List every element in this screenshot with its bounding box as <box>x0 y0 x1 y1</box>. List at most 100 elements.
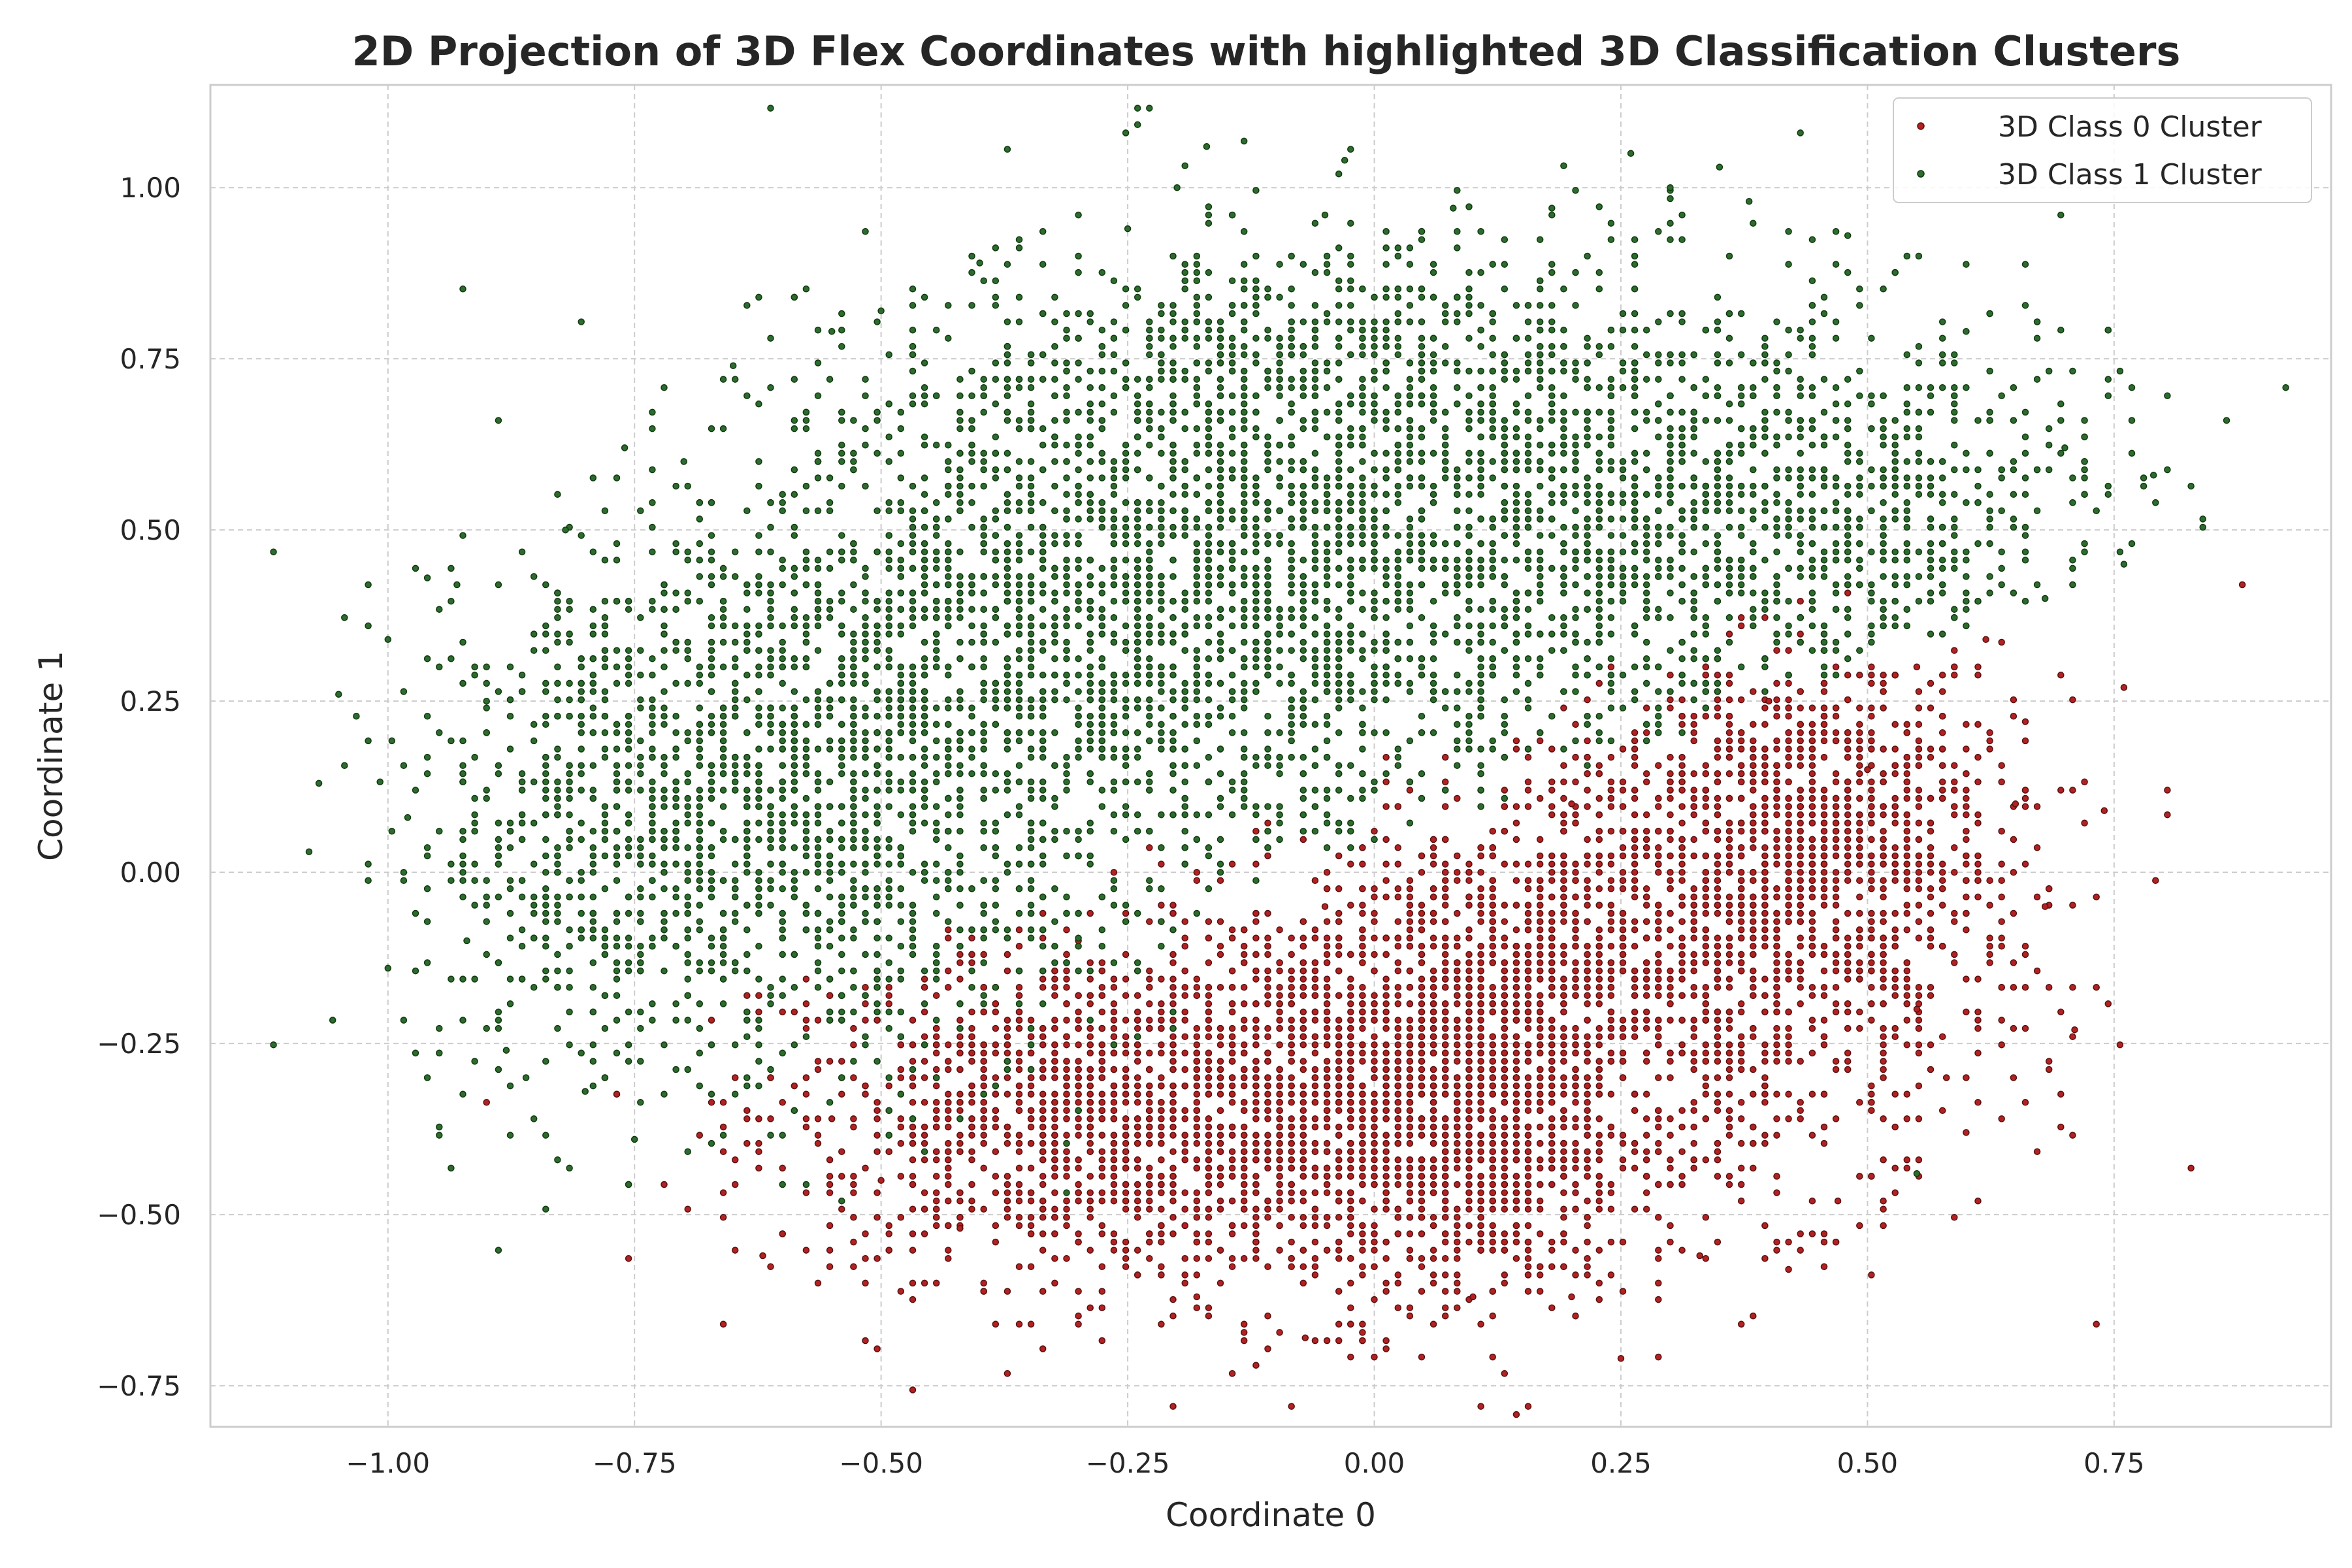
class-0-point <box>1264 934 1271 942</box>
class-0-point <box>1951 647 1958 654</box>
class-0-point <box>1429 1320 1437 1328</box>
class-0-point <box>1548 1181 1556 1188</box>
class-0-point <box>1015 1066 1023 1073</box>
class-0-point <box>1868 918 1875 925</box>
class-0-point <box>1205 1082 1213 1090</box>
class-0-point <box>1595 1139 1603 1147</box>
class-0-point <box>1903 885 1911 892</box>
class-0-point <box>850 1173 857 1180</box>
class-0-point <box>1063 1132 1070 1139</box>
class-0-point <box>921 1033 928 1040</box>
class-0-point <box>909 1017 917 1024</box>
class-0-point <box>2093 1320 2100 1328</box>
class-0-point <box>1406 1304 1414 1311</box>
class-0-point <box>1524 1271 1532 1279</box>
class-0-point <box>1974 672 1982 679</box>
class-0-point <box>1797 737 1804 745</box>
class-0-point <box>1548 1041 1556 1049</box>
class-0-point <box>1205 1123 1213 1131</box>
class-0-point <box>1631 992 1639 1000</box>
class-0-point <box>1086 1189 1094 1196</box>
class-0-point <box>1844 745 1852 753</box>
class-0-point <box>945 1247 952 1254</box>
class-0-point <box>1264 943 1271 950</box>
class-0-point <box>1311 983 1319 991</box>
class-0-point <box>921 1139 928 1147</box>
class-0-point <box>1335 1337 1343 1345</box>
class-0-point <box>1595 975 1603 983</box>
class-0-point <box>1075 1090 1082 1098</box>
class-0-point <box>1441 902 1449 909</box>
class-0-point <box>1655 1115 1662 1122</box>
class-0-point <box>1927 926 1935 934</box>
class-0-point <box>1607 1205 1615 1213</box>
class-0-point <box>1619 1058 1627 1065</box>
class-0-point <box>1311 1099 1319 1106</box>
class-0-point <box>1051 1017 1058 1024</box>
class-0-point <box>1228 1164 1236 1172</box>
class-0-point <box>945 1099 952 1106</box>
class-0-point <box>1418 1041 1426 1049</box>
class-0-point <box>1750 828 1757 835</box>
class-0-point <box>1228 967 1236 975</box>
class-0-point <box>1323 1148 1331 1155</box>
class-0-point <box>1938 688 1946 695</box>
class-0-point <box>1820 737 1828 745</box>
class-0-point <box>1181 1139 1188 1147</box>
class-0-point <box>1595 1115 1603 1122</box>
class-0-point <box>1702 909 1710 917</box>
class-0-point <box>1655 844 1662 851</box>
class-0-point <box>1998 828 2005 835</box>
class-0-point <box>968 1058 975 1065</box>
class-0-point <box>1288 1148 1295 1155</box>
class-0-point <box>1122 1156 1130 1164</box>
class-0-point <box>885 1148 892 1155</box>
class-0-point <box>1110 1148 1118 1155</box>
class-0-point <box>1288 975 1295 983</box>
class-0-point <box>1572 1148 1579 1155</box>
class-0-point <box>1891 721 1899 728</box>
class-0-point <box>1193 1066 1201 1073</box>
class-0-point <box>1856 819 1863 826</box>
class-0-point <box>2010 836 2017 843</box>
class-0-point <box>1667 704 1674 711</box>
class-0-point <box>1951 778 1958 786</box>
class-0-point <box>980 1279 987 1287</box>
class-0-point <box>1725 1132 1733 1139</box>
class-0-point <box>1205 1312 1213 1320</box>
class-0-point <box>1512 819 1520 826</box>
class-0-point <box>1252 1017 1260 1024</box>
class-0-point <box>1441 1115 1449 1122</box>
class-0-point <box>1584 1271 1591 1279</box>
class-0-point <box>1240 1164 1248 1172</box>
class-0-point <box>826 1181 834 1188</box>
class-0-point <box>2081 778 2088 786</box>
class-0-point <box>932 1123 940 1131</box>
class-0-point <box>1335 934 1343 942</box>
class-0-point <box>1655 909 1662 917</box>
class-0-point <box>1808 1090 1816 1098</box>
class-0-point <box>1832 967 1840 975</box>
class-0-point <box>1880 745 1887 753</box>
class-0-point <box>1844 967 1852 975</box>
class-0-point <box>1252 1107 1260 1115</box>
class-0-point <box>1205 1238 1213 1246</box>
class-0-point <box>1158 1230 1165 1237</box>
class-0-point <box>1347 1107 1354 1115</box>
class-0-point <box>1217 951 1224 958</box>
class-0-point <box>1951 909 1958 917</box>
class-0-point <box>1158 1222 1165 1230</box>
class-0-point <box>1122 909 1130 917</box>
class-0-point <box>862 1090 869 1098</box>
scatter-points <box>270 105 2289 1418</box>
class-0-point <box>1761 762 1769 769</box>
class-0-point <box>1169 1132 1177 1139</box>
class-0-point <box>1856 1099 1863 1106</box>
class-0-point <box>1394 1000 1402 1007</box>
class-0-point <box>1761 753 1769 761</box>
class-0-point <box>1548 1099 1556 1106</box>
class-0-point <box>1110 1066 1118 1073</box>
class-0-point <box>1252 1066 1260 1073</box>
class-0-point <box>1134 992 1141 1000</box>
class-0-point <box>1868 1082 1875 1090</box>
